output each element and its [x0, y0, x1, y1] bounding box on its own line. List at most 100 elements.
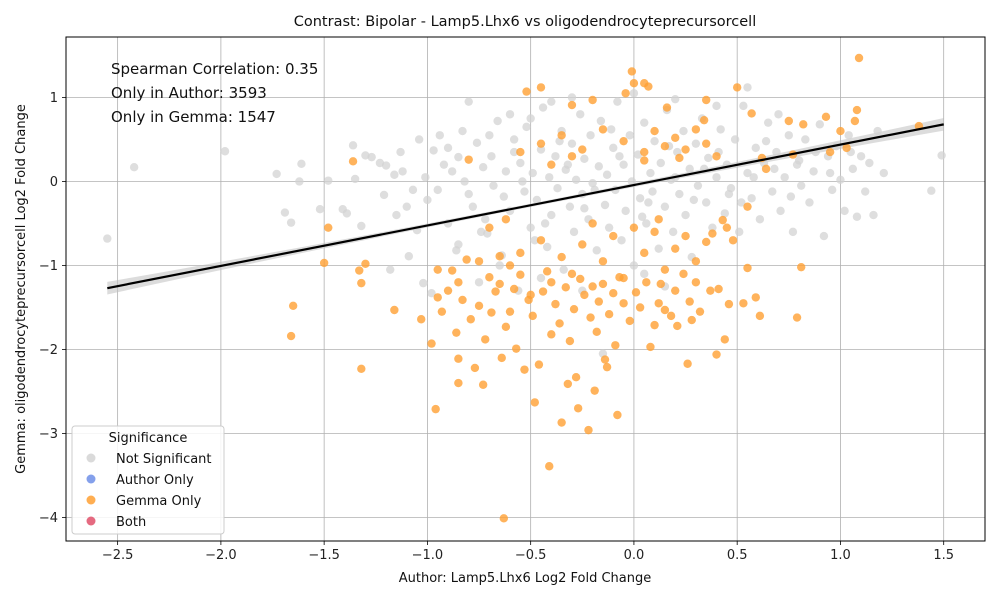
point-not-significant: [737, 198, 746, 207]
point-not-significant: [730, 135, 740, 144]
point-not-significant: [648, 187, 657, 196]
point-not-significant: [390, 170, 399, 179]
point-gemma-only: [821, 112, 831, 122]
point-not-significant: [640, 118, 649, 127]
point-not-significant: [542, 242, 552, 252]
point-not-significant: [129, 163, 139, 172]
point-gemma-only: [536, 236, 546, 245]
point-not-significant: [439, 160, 449, 169]
point-not-significant: [464, 97, 473, 106]
regression-line-group: [107, 123, 944, 290]
point-gemma-only: [561, 283, 570, 292]
point-gemma-only: [288, 301, 298, 310]
x-tick-label: 0.5: [727, 548, 748, 563]
point-gemma-only: [567, 152, 577, 161]
point-gemma-only: [357, 364, 366, 373]
point-gemma-only: [509, 284, 519, 294]
point-not-significant: [848, 164, 858, 174]
point-not-significant: [681, 210, 690, 220]
point-gemma-only: [501, 215, 511, 224]
point-gemma-only: [534, 360, 544, 369]
legend-item[interactable]: Author Only: [86, 473, 194, 488]
point-gemma-only: [571, 373, 581, 382]
point-not-significant: [637, 212, 647, 221]
point-gemma-only: [485, 223, 494, 232]
legend[interactable]: Significance Not Significant Author Only Ge…: [71, 425, 225, 535]
point-gemma-only: [720, 335, 729, 344]
point-not-significant: [708, 223, 717, 232]
point-not-significant: [499, 192, 509, 201]
point-gemma-only: [578, 145, 587, 154]
point-not-significant: [493, 116, 502, 126]
point-not-significant: [421, 173, 430, 182]
x-axis-label: Author: Lamp5.Lhx6 Log2 Fold Change: [399, 571, 652, 586]
point-gemma-only: [588, 95, 597, 105]
point-gemma-only: [547, 160, 556, 169]
point-not-significant: [509, 135, 519, 144]
point-gemma-only: [850, 116, 860, 126]
point-not-significant: [770, 164, 779, 174]
point-gemma-only: [671, 244, 680, 253]
point-gemma-only: [547, 278, 556, 287]
point-gemma-only: [431, 404, 440, 414]
point-not-significant: [625, 131, 634, 140]
plot-frame: [65, 36, 986, 542]
point-gemma-only: [747, 109, 756, 118]
point-not-significant: [794, 156, 804, 165]
point-gemma-only: [567, 100, 577, 110]
y-axis-label: Gemma: oligodendrocyteprecursorcell Log2…: [14, 104, 29, 474]
point-gemma-only: [584, 425, 593, 435]
point-gemma-only: [646, 342, 655, 352]
point-gemma-only: [427, 339, 436, 348]
point-not-significant: [516, 158, 525, 168]
point-not-significant: [381, 161, 391, 170]
point-not-significant: [324, 176, 333, 185]
point-not-significant: [563, 160, 573, 169]
point-not-significant: [656, 158, 665, 168]
legend-item[interactable]: Both: [86, 515, 147, 530]
point-not-significant: [468, 202, 478, 211]
x-tick-label: −2.5: [102, 548, 134, 563]
legend-label: Author Only: [116, 473, 194, 488]
legend-item[interactable]: Gemma Only: [86, 494, 202, 509]
point-not-significant: [429, 146, 438, 155]
point-not-significant: [768, 187, 777, 196]
point-not-significant: [861, 187, 870, 196]
point-not-significant: [427, 289, 436, 298]
point-gemma-only: [627, 67, 637, 76]
point-not-significant: [819, 231, 829, 241]
point-not-significant: [691, 139, 701, 148]
point-gemma-only: [578, 240, 587, 249]
point-not-significant: [419, 278, 428, 288]
point-gemma-only: [516, 270, 525, 279]
point-not-significant: [869, 210, 878, 220]
point-not-significant: [836, 175, 845, 184]
point-not-significant: [937, 151, 946, 160]
point-not-significant: [342, 209, 352, 218]
point-gemma-only: [842, 143, 851, 153]
point-not-significant: [423, 195, 432, 205]
x-axis-ticks: −2.5 −2.0 −1.5 −1.0 −0.5 0.0 0.5 1.0 1.5: [102, 541, 954, 563]
legend-marker: [86, 474, 96, 484]
point-gemma-only: [588, 282, 597, 291]
point-not-significant: [474, 278, 484, 287]
point-gemma-only: [458, 295, 467, 305]
point-gemma-only: [739, 299, 748, 308]
point-gemma-only: [625, 316, 634, 326]
point-not-significant: [357, 221, 366, 231]
point-not-significant: [592, 246, 601, 255]
point-gemma-only: [588, 219, 597, 228]
annotations: Spearman Correlation: 0.35 Only in Author…: [111, 60, 318, 126]
legend-box: [71, 425, 225, 535]
point-gemma-only: [852, 105, 862, 115]
point-gemma-only: [470, 363, 480, 373]
point-gemma-only: [602, 362, 612, 372]
point-not-significant: [640, 269, 649, 279]
point-gemma-only: [635, 303, 645, 312]
point-gemma-only: [536, 83, 546, 92]
legend-item[interactable]: Not Significant: [86, 452, 212, 467]
point-gemma-only: [464, 155, 473, 164]
point-gemma-only: [743, 202, 752, 211]
point-gemma-only: [609, 289, 618, 298]
